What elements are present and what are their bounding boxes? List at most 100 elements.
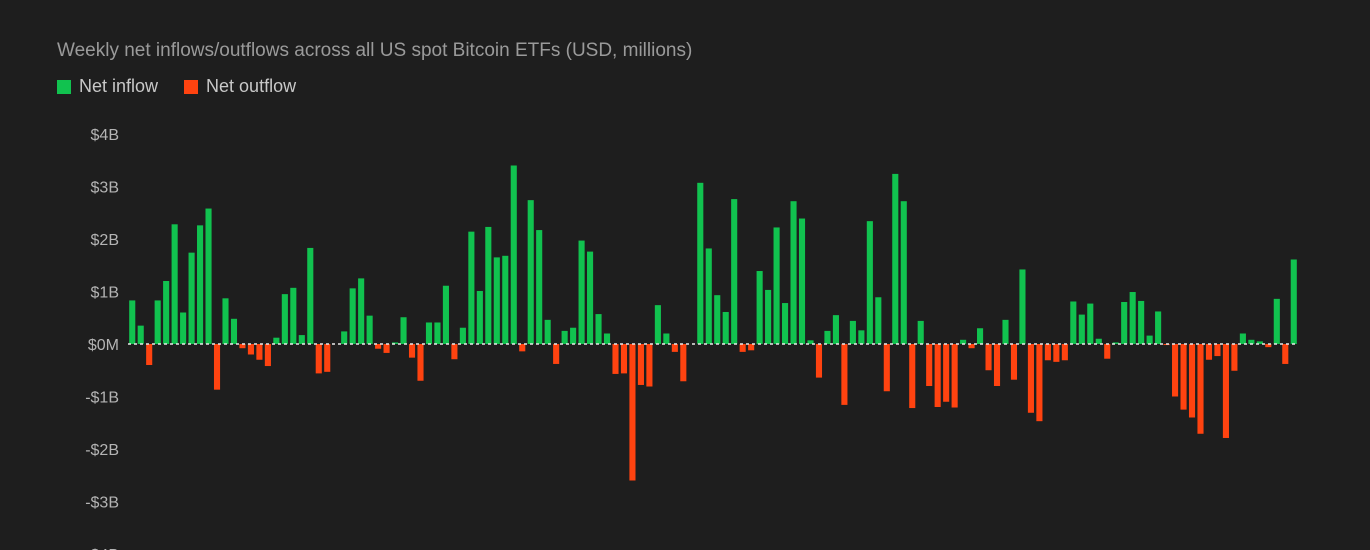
bar-inflow[interactable] — [1087, 303, 1094, 344]
bar-inflow[interactable] — [392, 342, 399, 344]
bar-outflow[interactable] — [1188, 344, 1196, 418]
bar-inflow[interactable] — [722, 311, 729, 344]
bar-inflow[interactable] — [832, 315, 839, 345]
bar-inflow[interactable] — [561, 330, 568, 345]
bar-outflow[interactable] — [408, 344, 416, 358]
bar-inflow[interactable] — [349, 288, 356, 344]
bar-inflow[interactable] — [1290, 259, 1297, 344]
bar-outflow[interactable] — [1205, 344, 1213, 360]
bar-inflow[interactable] — [163, 281, 170, 344]
bar-outflow[interactable] — [383, 344, 390, 353]
bar-inflow[interactable] — [977, 328, 984, 344]
bar-inflow[interactable] — [570, 327, 577, 344]
bar-inflow[interactable] — [892, 173, 899, 344]
bar-inflow[interactable] — [180, 312, 187, 345]
bar-inflow[interactable] — [595, 314, 602, 344]
bar-inflow[interactable] — [603, 333, 611, 345]
bar-inflow[interactable] — [1239, 333, 1246, 345]
bar-inflow[interactable] — [468, 231, 475, 344]
bar-outflow[interactable] — [519, 344, 526, 352]
bar-inflow[interactable] — [154, 300, 161, 344]
bar-outflow[interactable] — [620, 344, 628, 374]
bar-inflow[interactable] — [705, 248, 712, 344]
bar-outflow[interactable] — [247, 344, 254, 355]
bar-outflow[interactable] — [553, 344, 560, 364]
bar-inflow[interactable] — [765, 289, 772, 344]
bar-inflow[interactable] — [1095, 338, 1102, 344]
bar-inflow[interactable] — [731, 199, 738, 344]
bar-outflow[interactable] — [680, 344, 687, 382]
bar-inflow[interactable] — [866, 221, 873, 344]
bar-inflow[interactable] — [807, 340, 814, 344]
bar-outflow[interactable] — [1282, 344, 1289, 364]
bar-inflow[interactable] — [1070, 301, 1077, 344]
bar-inflow[interactable] — [544, 319, 551, 344]
bar-outflow[interactable] — [739, 344, 746, 352]
bar-inflow[interactable] — [341, 331, 348, 344]
bar-inflow[interactable] — [1002, 319, 1009, 344]
bar-inflow[interactable] — [1078, 314, 1085, 344]
bar-inflow[interactable] — [1146, 335, 1153, 344]
bar-inflow[interactable] — [1121, 302, 1128, 344]
bar-outflow[interactable] — [1061, 344, 1068, 361]
bar-inflow[interactable] — [790, 201, 797, 344]
bar-inflow[interactable] — [858, 330, 865, 344]
bar-outflow[interactable] — [748, 344, 755, 351]
bar-inflow[interactable] — [1155, 311, 1162, 344]
bar-inflow[interactable] — [298, 335, 305, 344]
bar-inflow[interactable] — [798, 218, 806, 344]
bar-outflow[interactable] — [1044, 344, 1051, 361]
bar-outflow[interactable] — [646, 344, 653, 387]
bar-inflow[interactable] — [290, 287, 297, 344]
bar-inflow[interactable] — [587, 251, 594, 344]
bar-inflow[interactable] — [307, 247, 314, 344]
bar-outflow[interactable] — [951, 344, 958, 408]
bar-outflow[interactable] — [841, 344, 848, 405]
bar-inflow[interactable] — [502, 255, 509, 344]
bar-inflow[interactable] — [536, 230, 543, 344]
bar-inflow[interactable] — [527, 200, 534, 344]
bar-outflow[interactable] — [815, 344, 823, 378]
bar-outflow[interactable] — [1027, 344, 1034, 413]
bar-outflow[interactable] — [993, 344, 1001, 386]
bar-inflow[interactable] — [1019, 269, 1026, 344]
bar-inflow[interactable] — [1273, 298, 1280, 344]
bar-outflow[interactable] — [1265, 344, 1272, 348]
bar-inflow[interactable] — [917, 320, 924, 344]
bar-outflow[interactable] — [264, 344, 271, 367]
bar-inflow[interactable] — [459, 327, 466, 344]
bar-outflow[interactable] — [926, 344, 933, 386]
bar-inflow[interactable] — [358, 278, 365, 345]
bar-outflow[interactable] — [909, 344, 916, 409]
bar-outflow[interactable] — [1214, 344, 1221, 357]
bar-inflow[interactable] — [273, 337, 280, 344]
bar-inflow[interactable] — [230, 318, 238, 344]
bar-inflow[interactable] — [188, 252, 195, 344]
bar-inflow[interactable] — [205, 208, 212, 344]
bar-inflow[interactable] — [510, 165, 517, 345]
bar-outflow[interactable] — [417, 344, 424, 381]
bar-inflow[interactable] — [714, 295, 721, 344]
bar-outflow[interactable] — [968, 344, 975, 349]
bar-outflow[interactable] — [1053, 344, 1060, 362]
bar-inflow[interactable] — [493, 257, 500, 345]
bar-inflow[interactable] — [366, 315, 373, 344]
bar-outflow[interactable] — [239, 344, 246, 349]
bar-outflow[interactable] — [451, 344, 458, 360]
bar-outflow[interactable] — [1036, 344, 1043, 422]
bar-outflow[interactable] — [1197, 344, 1204, 434]
bar-inflow[interactable] — [171, 224, 178, 344]
bar-outflow[interactable] — [1104, 344, 1111, 359]
bar-inflow[interactable] — [197, 225, 204, 344]
bar-inflow[interactable] — [425, 322, 433, 344]
bar-inflow[interactable] — [222, 298, 229, 344]
bar-inflow[interactable] — [849, 320, 856, 344]
legend-item-outflow[interactable]: Net outflow — [184, 76, 296, 97]
bar-outflow[interactable] — [671, 344, 678, 352]
bar-inflow[interactable] — [654, 305, 661, 344]
bar-inflow[interactable] — [773, 227, 780, 344]
bar-outflow[interactable] — [1222, 344, 1229, 438]
bar-inflow[interactable] — [782, 303, 789, 344]
bar-inflow[interactable] — [875, 297, 882, 344]
bar-outflow[interactable] — [324, 344, 331, 372]
